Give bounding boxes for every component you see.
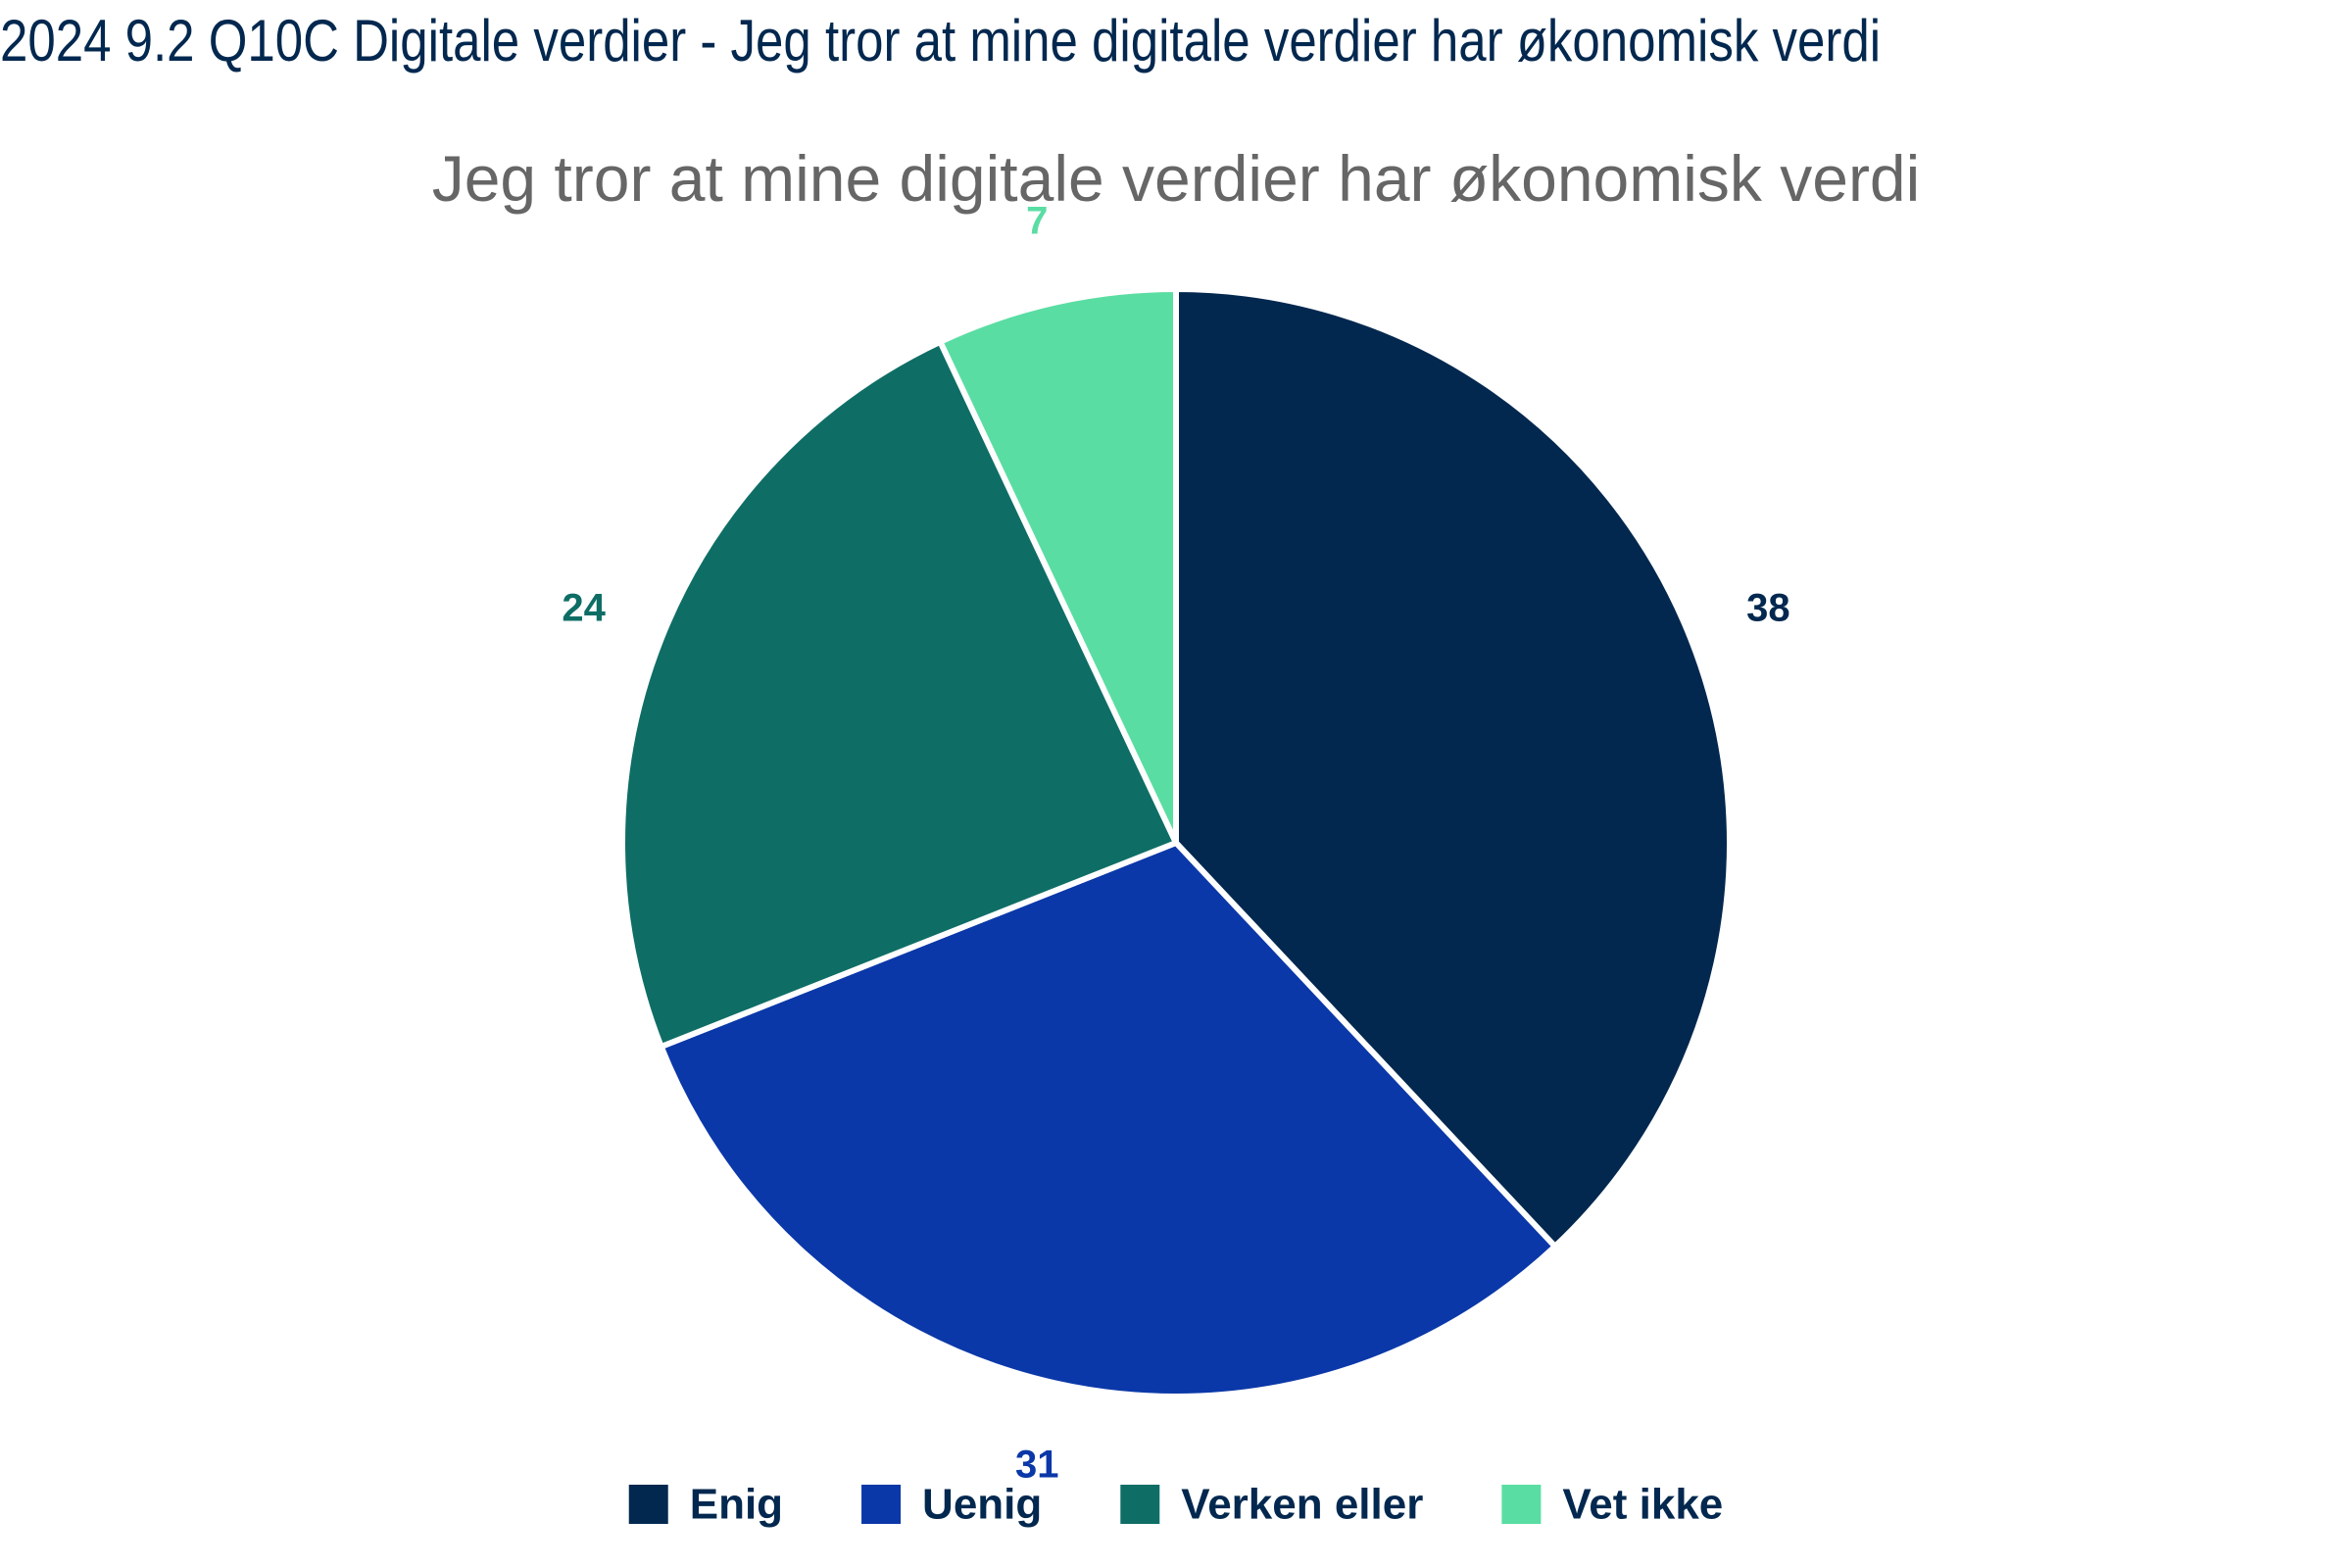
pie-slices — [619, 286, 1733, 1399]
data-labels: 38 31 24 7 — [562, 200, 1789, 1487]
legend-item-vet-ikke: Vet ikke — [1501, 1481, 1723, 1529]
legend-item-enig: Enig — [628, 1481, 783, 1529]
pie-slice-verken-eller — [619, 338, 1179, 1050]
legend-item-verken-eller: Verken eller — [1120, 1481, 1423, 1529]
data-label-uenig: 31 — [1015, 1443, 1059, 1486]
legend: Enig Uenig Verken eller Vet ikke — [628, 1481, 1723, 1529]
data-label-enig: 38 — [1746, 587, 1790, 630]
legend-swatch-verken-eller — [1120, 1485, 1160, 1524]
data-label-vet-ikke: 7 — [1026, 200, 1048, 243]
legend-label-uenig: Uenig — [922, 1481, 1042, 1529]
data-label-verken-eller: 24 — [562, 587, 606, 630]
legend-label-enig: Enig — [690, 1481, 783, 1529]
pie-slice-vet-ikke — [937, 286, 1179, 846]
legend-swatch-uenig — [861, 1485, 902, 1524]
legend-label-vet-ikke: Vet ikke — [1562, 1481, 1723, 1529]
legend-swatch-enig — [628, 1485, 668, 1524]
legend-swatch-vet-ikke — [1501, 1485, 1542, 1524]
pie-slice-uenig — [658, 840, 1558, 1399]
page-title: 2024 9.2 Q10C Digitale verdier - Jeg tro… — [0, 8, 1882, 74]
chart-title: Jeg tror at mine digitale verdier har øk… — [432, 142, 1921, 215]
legend-label-verken-eller: Verken eller — [1181, 1481, 1423, 1529]
legend-item-uenig: Uenig — [861, 1481, 1042, 1529]
pie-slice-enig — [1173, 286, 1733, 1250]
